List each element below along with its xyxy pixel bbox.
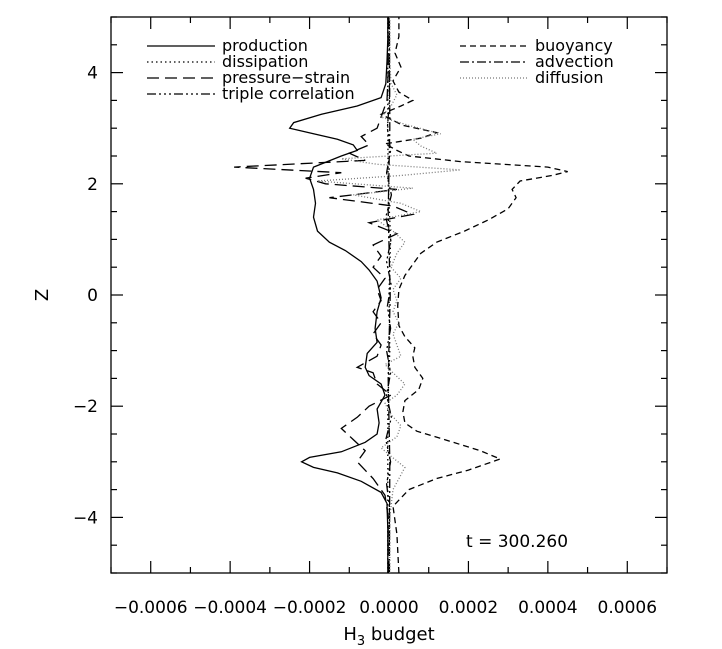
y-axis-title: Z <box>32 289 53 301</box>
legend-label: diffusion <box>535 68 603 87</box>
plot-frame <box>110 16 668 574</box>
series-diffusion <box>317 17 461 573</box>
x-tick-label: 0.0002 <box>439 598 498 618</box>
y-tick-labels: −4 −2 0 2 4 <box>73 64 98 529</box>
legend-label: dissipation <box>222 52 308 71</box>
x-tick-label: −0.0006 <box>114 598 188 618</box>
legend-label: buoyancy <box>535 36 613 55</box>
series-pressure-strain <box>234 17 416 573</box>
y-tick-label: 4 <box>87 64 98 84</box>
x-tick-labels: −0.0006 −0.0004 −0.0002 0.0000 0.0002 0.0004 0… <box>114 598 657 618</box>
legend-label: production <box>222 36 308 55</box>
y-tick-label: −4 <box>73 508 98 528</box>
legend-label: pressure−strain <box>222 68 350 87</box>
series-buoyancy <box>379 17 568 574</box>
series-layer <box>234 16 568 574</box>
time-annotation: t = 300.260 <box>466 532 568 552</box>
series-advection <box>387 16 391 574</box>
x-tick-label: 0.0000 <box>359 598 418 618</box>
x-tick-label: −0.0004 <box>193 598 267 618</box>
x-tick-label: 0.0006 <box>598 598 657 618</box>
axis-ticks <box>110 16 668 574</box>
x-tick-label: 0.0004 <box>518 598 577 618</box>
y-tick-label: 0 <box>87 286 98 306</box>
legend-left: productiondissipationpressure−straintrip… <box>147 36 355 103</box>
y-tick-label: −2 <box>73 397 98 417</box>
series-production <box>288 17 389 573</box>
legend-label: triple correlation <box>222 84 355 103</box>
legend-label: advection <box>535 52 614 71</box>
x-tick-label: −0.0002 <box>273 598 347 618</box>
series-triple-correlation <box>385 17 393 573</box>
x-axis-title: H3 budget <box>343 624 434 649</box>
y-tick-label: 2 <box>87 175 98 195</box>
